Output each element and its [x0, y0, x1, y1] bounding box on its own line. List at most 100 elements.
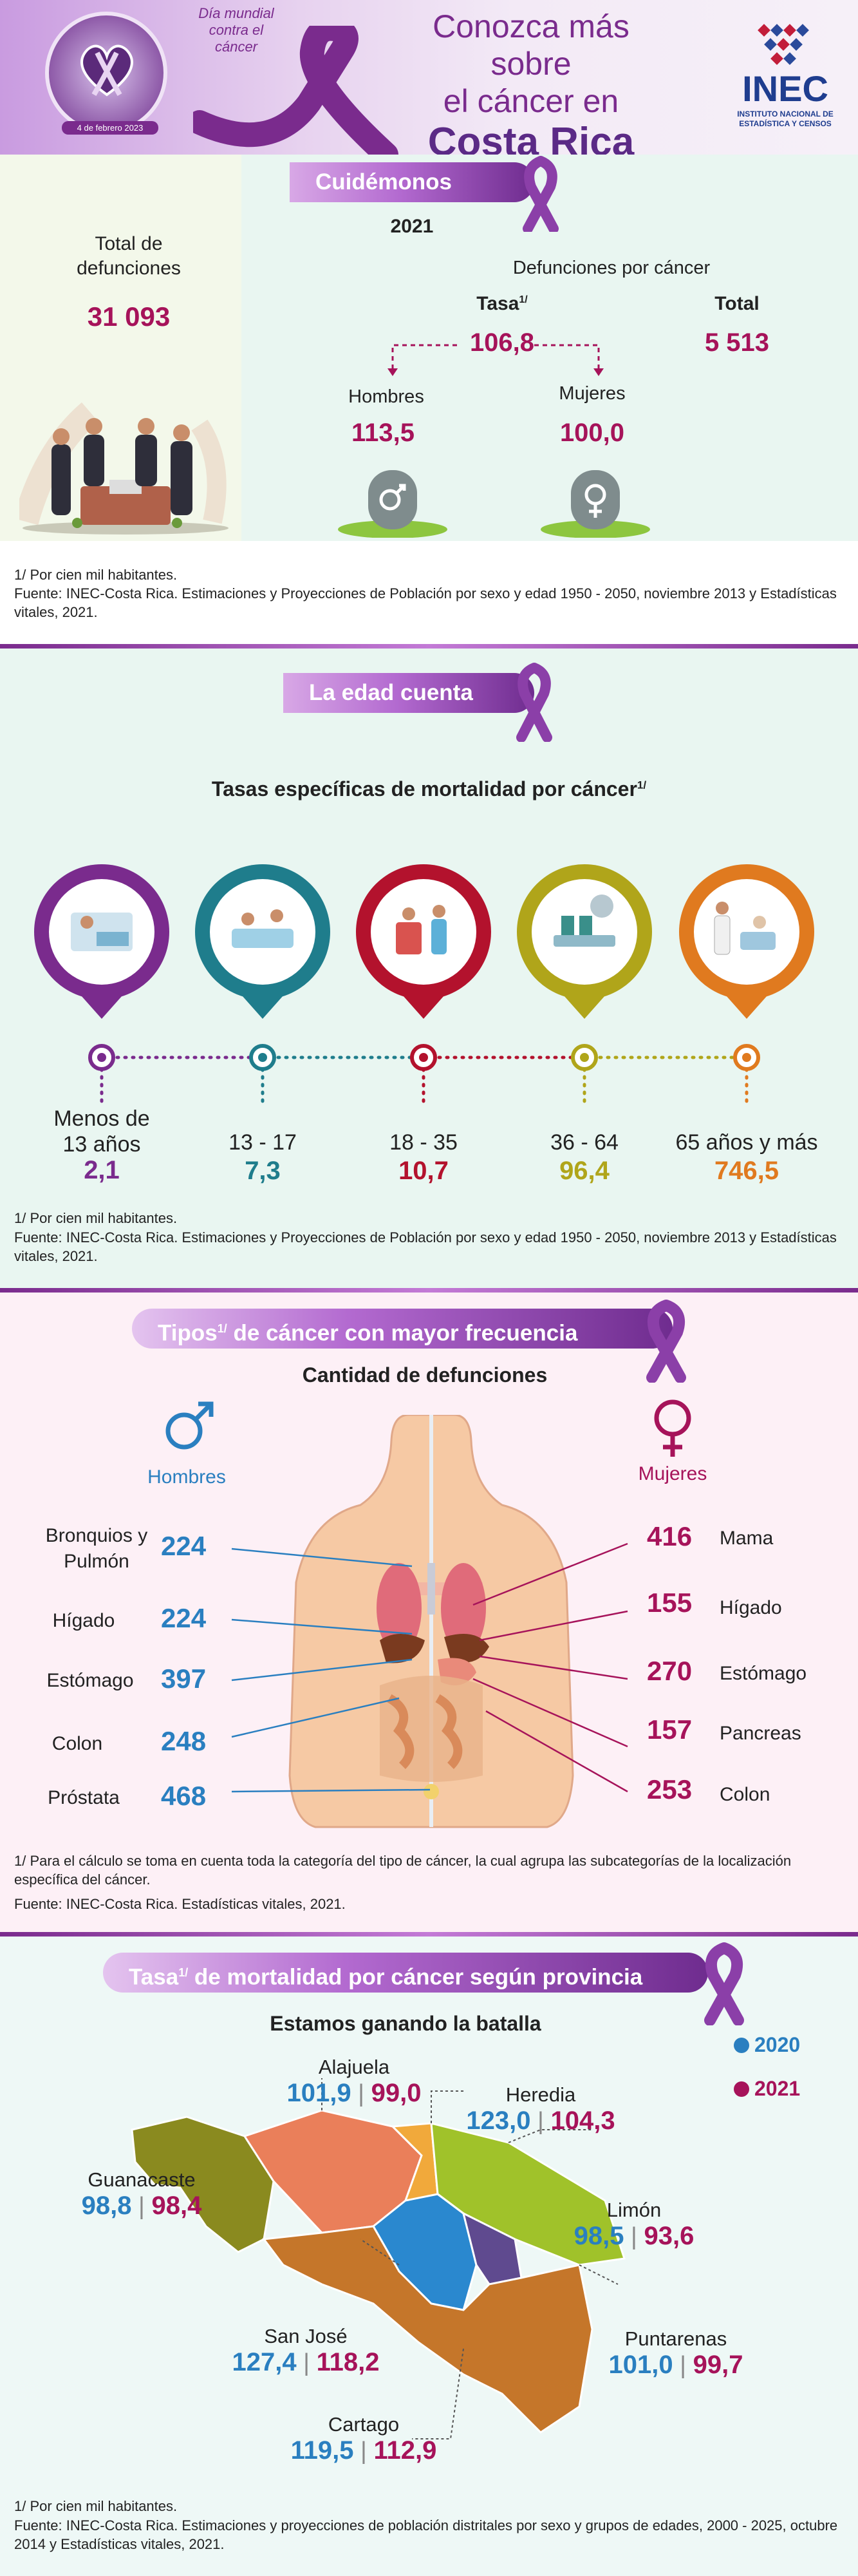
age-group-1: Menos de 13 años 2,1	[24, 1106, 179, 1183]
male-symbol-icon	[165, 1401, 214, 1450]
men-value-liver: 224	[161, 1603, 207, 1633]
pill-text: Tipos	[158, 1320, 218, 1346]
pill-text: Tasa	[129, 1964, 179, 1990]
source-4: Fuente: INEC-Costa Rica. Estimaciones y …	[14, 2517, 838, 2552]
title-line1: Conozca más sobre	[433, 8, 630, 82]
section-divider	[0, 644, 858, 649]
cancer-total-label: Total	[714, 293, 760, 314]
women-value-stomach: 270	[647, 1656, 693, 1686]
section-tipos: Tipos1/ de cáncer con mayor frecuencia C…	[0, 1293, 858, 1932]
women-value: 100,0	[559, 419, 625, 447]
section3-subtitle: Cantidad de defunciones	[302, 1363, 548, 1387]
age-label-l1: Menos de	[53, 1106, 150, 1131]
men-value-colon: 248	[161, 1726, 207, 1756]
value-separator: |	[624, 2223, 644, 2250]
section-cuidemonos: Cuidémonos 2021 Total de defunciones 31 …	[0, 155, 858, 647]
legend-dot-2020	[734, 2038, 749, 2053]
organ-label: Bronquios y Pulmón	[45, 1525, 148, 1572]
inec-logo: INEC INSTITUTO NACIONAL DE ESTADÍSTICA Y…	[734, 19, 837, 135]
organ-pointer-lines	[231, 1542, 628, 1793]
province-name: Limón	[606, 2199, 662, 2221]
female-symbol-icon	[654, 1399, 691, 1457]
source-3: Fuente: INEC-Costa Rica. Estadísticas vi…	[14, 1896, 346, 1912]
men-value-stomach: 397	[161, 1663, 207, 1694]
age-group-3: 18 - 35 10,7	[346, 1128, 501, 1185]
awareness-ribbon-icon	[193, 26, 398, 155]
heredia-2020: 123,0	[466, 2107, 531, 2135]
male-tombstone-icon	[338, 470, 447, 538]
tasa-split-connector	[387, 344, 604, 376]
logo-sub1: INSTITUTO NACIONAL DE	[737, 109, 834, 118]
legend-2021: 2021	[734, 2077, 800, 2101]
women-organ-pancreas: Pancreas	[720, 1723, 801, 1744]
costa-rica-map	[131, 2078, 626, 2439]
cartago-2020: 119,5	[290, 2436, 354, 2465]
footnote-2: 1/ Por cien mil habitantes.	[14, 1210, 178, 1226]
province-name: San José	[264, 2325, 348, 2347]
tasa-value: 106,8	[469, 328, 535, 357]
heredia-2021: 104,3	[550, 2107, 615, 2135]
age-value: 2,1	[84, 1156, 120, 1184]
total-deaths-value: 31 093	[87, 301, 171, 332]
ribbon-icon	[516, 663, 552, 742]
pill-rest: de mortalidad por cáncer según provincia	[188, 1964, 643, 1990]
age-label: 13 - 17	[228, 1130, 297, 1155]
province-name: Cartago	[328, 2413, 400, 2436]
title-line2: el cáncer en	[443, 83, 619, 119]
legend-label-2021: 2021	[754, 2077, 801, 2100]
pill-sup: 1/	[217, 1322, 227, 1335]
cancer-deaths-label: Defunciones por cáncer	[512, 258, 711, 278]
value-separator: |	[296, 2349, 317, 2376]
alajuela-2021: 99,0	[371, 2079, 422, 2107]
province-name: Heredia	[505, 2083, 576, 2106]
value-separator: |	[353, 2438, 374, 2465]
pin-3	[356, 864, 491, 1108]
age-group-2: 13 - 17 7,3	[185, 1128, 340, 1185]
logo-text: INEC	[742, 68, 828, 109]
province-cartago: Cartago 119,5 | 112,9	[277, 2413, 451, 2465]
badge-line2: contra el	[209, 22, 264, 38]
ribbon-icon	[704, 1942, 744, 2025]
province-heredia: Heredia 123,0 | 104,3	[451, 2083, 631, 2136]
female-tombstone-icon	[541, 470, 650, 538]
women-organ-colon: Colon	[720, 1784, 770, 1805]
age-label: 36 - 64	[550, 1130, 619, 1155]
section-pill-edad: La edad cuenta	[283, 673, 534, 713]
puntarenas-region	[262, 2225, 593, 2434]
section-pill-tipos: Tipos1/ de cáncer con mayor frecuencia	[132, 1309, 673, 1349]
guanacaste-2020: 98,8	[81, 2192, 132, 2220]
pill-sup: 1/	[178, 1966, 189, 1979]
women-organ-stomach: Estómago	[720, 1663, 807, 1684]
age-group-4: 36 - 64 96,4	[507, 1128, 662, 1185]
section-pill-cuidemonos: Cuidémonos	[290, 162, 534, 202]
section-divider	[0, 1932, 858, 1937]
cancer-total-value: 5 513	[704, 328, 770, 357]
year-label: 2021	[390, 216, 434, 237]
tasa-sup: 1/	[519, 294, 528, 305]
badge-date: 4 de febrero 2023	[62, 121, 158, 135]
age-group-5: 65 años y más 746,5	[657, 1128, 837, 1185]
source-1: Fuente: INEC-Costa Rica. Estimaciones y …	[14, 585, 837, 620]
header-banner: 4 de febrero 2023 Día mundial contra el …	[0, 0, 858, 155]
men-organ-liver: Hígado	[52, 1610, 115, 1631]
age-group-timeline	[34, 864, 814, 1108]
inec-mosaic-icon	[758, 24, 809, 65]
men-value-prostate: 468	[161, 1781, 207, 1811]
age-value: 7,3	[245, 1157, 281, 1185]
subtitle-sup: 1/	[637, 779, 647, 791]
age-value: 746,5	[714, 1157, 779, 1185]
sanjose-2021: 118,2	[316, 2348, 380, 2376]
women-value-pancreas: 157	[647, 1714, 693, 1745]
age-label-l2: 13 años	[62, 1132, 141, 1157]
badge-line3: cáncer	[214, 39, 258, 55]
puntarenas-2021: 99,7	[693, 2351, 743, 2379]
subtitle-text: Tasas específicas de mortalidad por cánc…	[211, 777, 637, 800]
section2-subtitle: Tasas específicas de mortalidad por cánc…	[129, 777, 729, 801]
province-guanacaste: Guanacaste 98,8 | 98,4	[64, 2168, 219, 2221]
tasa-text: Tasa	[476, 293, 519, 314]
section-pill-provincias: Tasa1/ de mortalidad por cáncer según pr…	[103, 1953, 708, 1993]
province-name: Puntarenas	[624, 2327, 727, 2350]
ribbon-icon	[523, 156, 559, 232]
logo-sub2: ESTADÍSTICA Y CENSOS	[739, 119, 832, 128]
puntarenas-2020: 101,0	[608, 2351, 673, 2379]
